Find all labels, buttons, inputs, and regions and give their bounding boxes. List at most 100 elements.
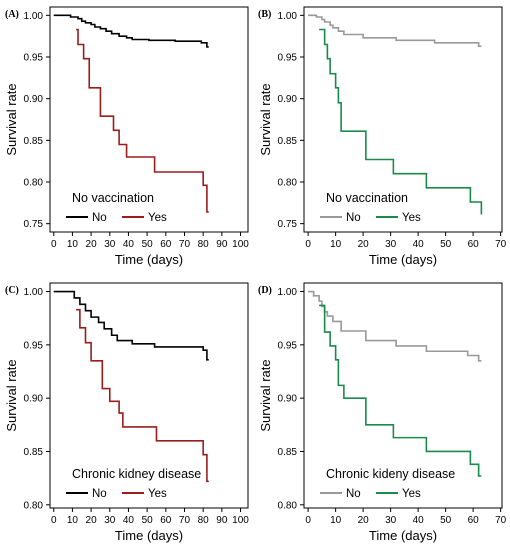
x-axis-title: Time (days) [369,528,437,543]
legend-title: No vaccination [72,191,154,205]
panel-label: (C) [5,285,19,296]
x-tick-label: 90 [216,239,228,250]
series-line-yes [76,28,209,213]
x-tick-label: 30 [385,515,397,526]
x-tick-label: 70 [179,515,191,526]
x-tick-label: 10 [330,515,342,526]
legend-label: Yes [402,488,421,500]
x-tick-label: 40 [413,239,425,250]
y-tick-label: 0.90 [24,394,44,405]
y-tick-label: 1.00 [24,287,44,298]
y-tick-label: 0.75 [24,219,44,230]
x-axis-title: Time (days) [115,528,183,543]
y-tick-label: 0.95 [278,53,298,64]
x-tick-label: 10 [67,239,79,250]
y-tick-label: 0.85 [278,447,298,458]
x-axis-title: Time (days) [115,252,183,267]
series-line-no [53,290,209,361]
x-tick-label: 50 [142,515,154,526]
series-line-no [308,290,482,362]
y-tick-label: 0.95 [24,340,44,351]
y-tick-label: 0.85 [278,136,298,147]
legend-label: Yes [148,212,167,224]
plot-frame [303,282,503,509]
y-tick-label: 1.00 [278,11,298,22]
x-tick-label: 30 [104,239,116,250]
x-tick-label: 80 [198,515,210,526]
x-tick-label: 40 [123,239,135,250]
y-tick-label: 0.80 [278,178,298,189]
legend-label: No [92,212,107,224]
x-tick-label: 20 [358,515,370,526]
panel-label: (A) [5,9,19,20]
legend-label: No [92,488,107,500]
x-tick-label: 60 [160,515,172,526]
legend-title: Chronic kidney disease [72,467,201,481]
x-tick-label: 20 [358,239,370,250]
y-tick-label: 0.95 [278,340,298,351]
y-tick-label: 0.90 [278,394,298,405]
y-tick-label: 0.90 [24,94,44,105]
series-line-yes [76,308,209,483]
y-tick-label: 0.85 [24,447,44,458]
x-tick-label: 30 [385,239,397,250]
plot-frame [49,282,249,509]
x-tick-label: 40 [413,515,425,526]
x-tick-label: 60 [160,239,172,250]
x-tick-label: 40 [123,515,135,526]
y-axis-title: Survival rate [4,83,19,155]
legend-title: Chronic kideny disease [326,467,455,481]
legend-title: No vaccination [326,191,408,205]
x-tick-label: 0 [305,239,311,250]
x-tick-label: 100 [232,515,249,526]
plot-frame [49,6,249,233]
x-tick-label: 70 [495,515,507,526]
panel-label: (D) [258,285,272,296]
x-axis-title: Time (days) [369,252,437,267]
x-tick-label: 80 [198,239,210,250]
legend-label: Yes [148,488,167,500]
x-tick-label: 50 [142,239,154,250]
x-tick-label: 50 [440,515,452,526]
y-tick-label: 0.80 [24,500,44,511]
series-line-yes [319,28,483,215]
y-tick-label: 0.95 [24,53,44,64]
y-tick-label: 0.85 [24,136,44,147]
x-tick-label: 10 [330,239,342,250]
x-tick-label: 90 [216,515,228,526]
chart-panel: (B) 0.75 0.80 0.85 0.90 0.95 1.00 0 10 20 30 40 50 60… [258,6,507,267]
y-tick-label: 1.00 [278,287,298,298]
x-tick-label: 60 [468,239,480,250]
y-tick-label: 0.90 [278,94,298,105]
series-line-yes [319,304,482,477]
y-tick-label: 1.00 [24,11,44,22]
chart-panel: (A) 0.75 0.80 0.85 0.90 0.95 1.00 0 10 20 30 40 50 60… [4,6,249,267]
y-axis-title: Survival rate [258,83,273,155]
chart-panel: (C) 0.80 0.85 0.90 0.95 1.00 0 10 20 30 40 50 60 70 80… [4,282,249,543]
x-tick-label: 60 [468,515,480,526]
x-tick-label: 100 [232,239,249,250]
legend-label: No [346,212,361,224]
y-axis-title: Survival rate [258,359,273,431]
x-tick-label: 50 [440,239,452,250]
x-tick-label: 0 [51,239,57,250]
x-tick-label: 70 [495,239,507,250]
chart-panel: (D) 0.80 0.85 0.90 0.95 1.00 0 10 20 30 40 50 60 70 Ti… [258,282,507,543]
x-tick-label: 30 [104,515,116,526]
x-tick-label: 0 [51,515,57,526]
plot-frame [303,6,503,233]
x-tick-label: 70 [179,239,191,250]
x-tick-label: 0 [305,515,311,526]
x-tick-label: 20 [86,515,98,526]
x-tick-label: 10 [67,515,79,526]
legend-label: Yes [402,212,421,224]
y-tick-label: 0.75 [278,219,298,230]
y-tick-label: 0.80 [278,500,298,511]
panel-label: (B) [258,9,271,20]
y-axis-title: Survival rate [4,359,19,431]
series-line-no [53,14,209,48]
series-line-no [308,14,482,47]
x-tick-label: 20 [86,239,98,250]
y-tick-label: 0.80 [24,178,44,189]
